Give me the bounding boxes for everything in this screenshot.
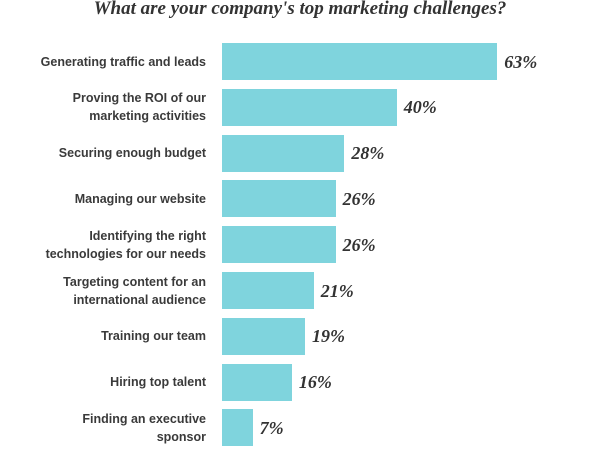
category-label: Targeting content for an international a…: [63, 274, 206, 307]
value-label: 7%: [259, 417, 284, 438]
category-label: Securing enough budget: [58, 146, 206, 161]
value-label: 19%: [312, 326, 346, 347]
bar: [222, 363, 292, 401]
bar: [222, 409, 253, 447]
category-label: Managing our website: [74, 191, 206, 206]
bar: [222, 180, 336, 218]
category-label: Proving the ROI of our marketing activit…: [72, 91, 206, 124]
bar: [222, 134, 345, 172]
category-label: Hiring top talent: [110, 375, 206, 390]
bar: [222, 272, 314, 309]
bar: [222, 226, 336, 264]
bar: [222, 317, 306, 355]
bar: [222, 88, 397, 126]
value-label: 26%: [342, 234, 376, 255]
value-label: 26%: [342, 188, 376, 209]
bar: [222, 43, 498, 80]
category-label: Finding an executive sponsor: [82, 411, 206, 444]
category-label: Identifying the right technologies for o…: [45, 228, 206, 261]
value-label: 63%: [504, 51, 538, 72]
value-label: 40%: [403, 97, 437, 118]
category-label: Generating traffic and leads: [40, 54, 206, 69]
value-label: 16%: [298, 372, 332, 393]
value-label: 28%: [351, 143, 385, 164]
chart-title: What are your company's top marketing ch…: [93, 0, 507, 19]
category-label: Training our team: [101, 329, 206, 344]
value-label: 21%: [320, 280, 354, 301]
